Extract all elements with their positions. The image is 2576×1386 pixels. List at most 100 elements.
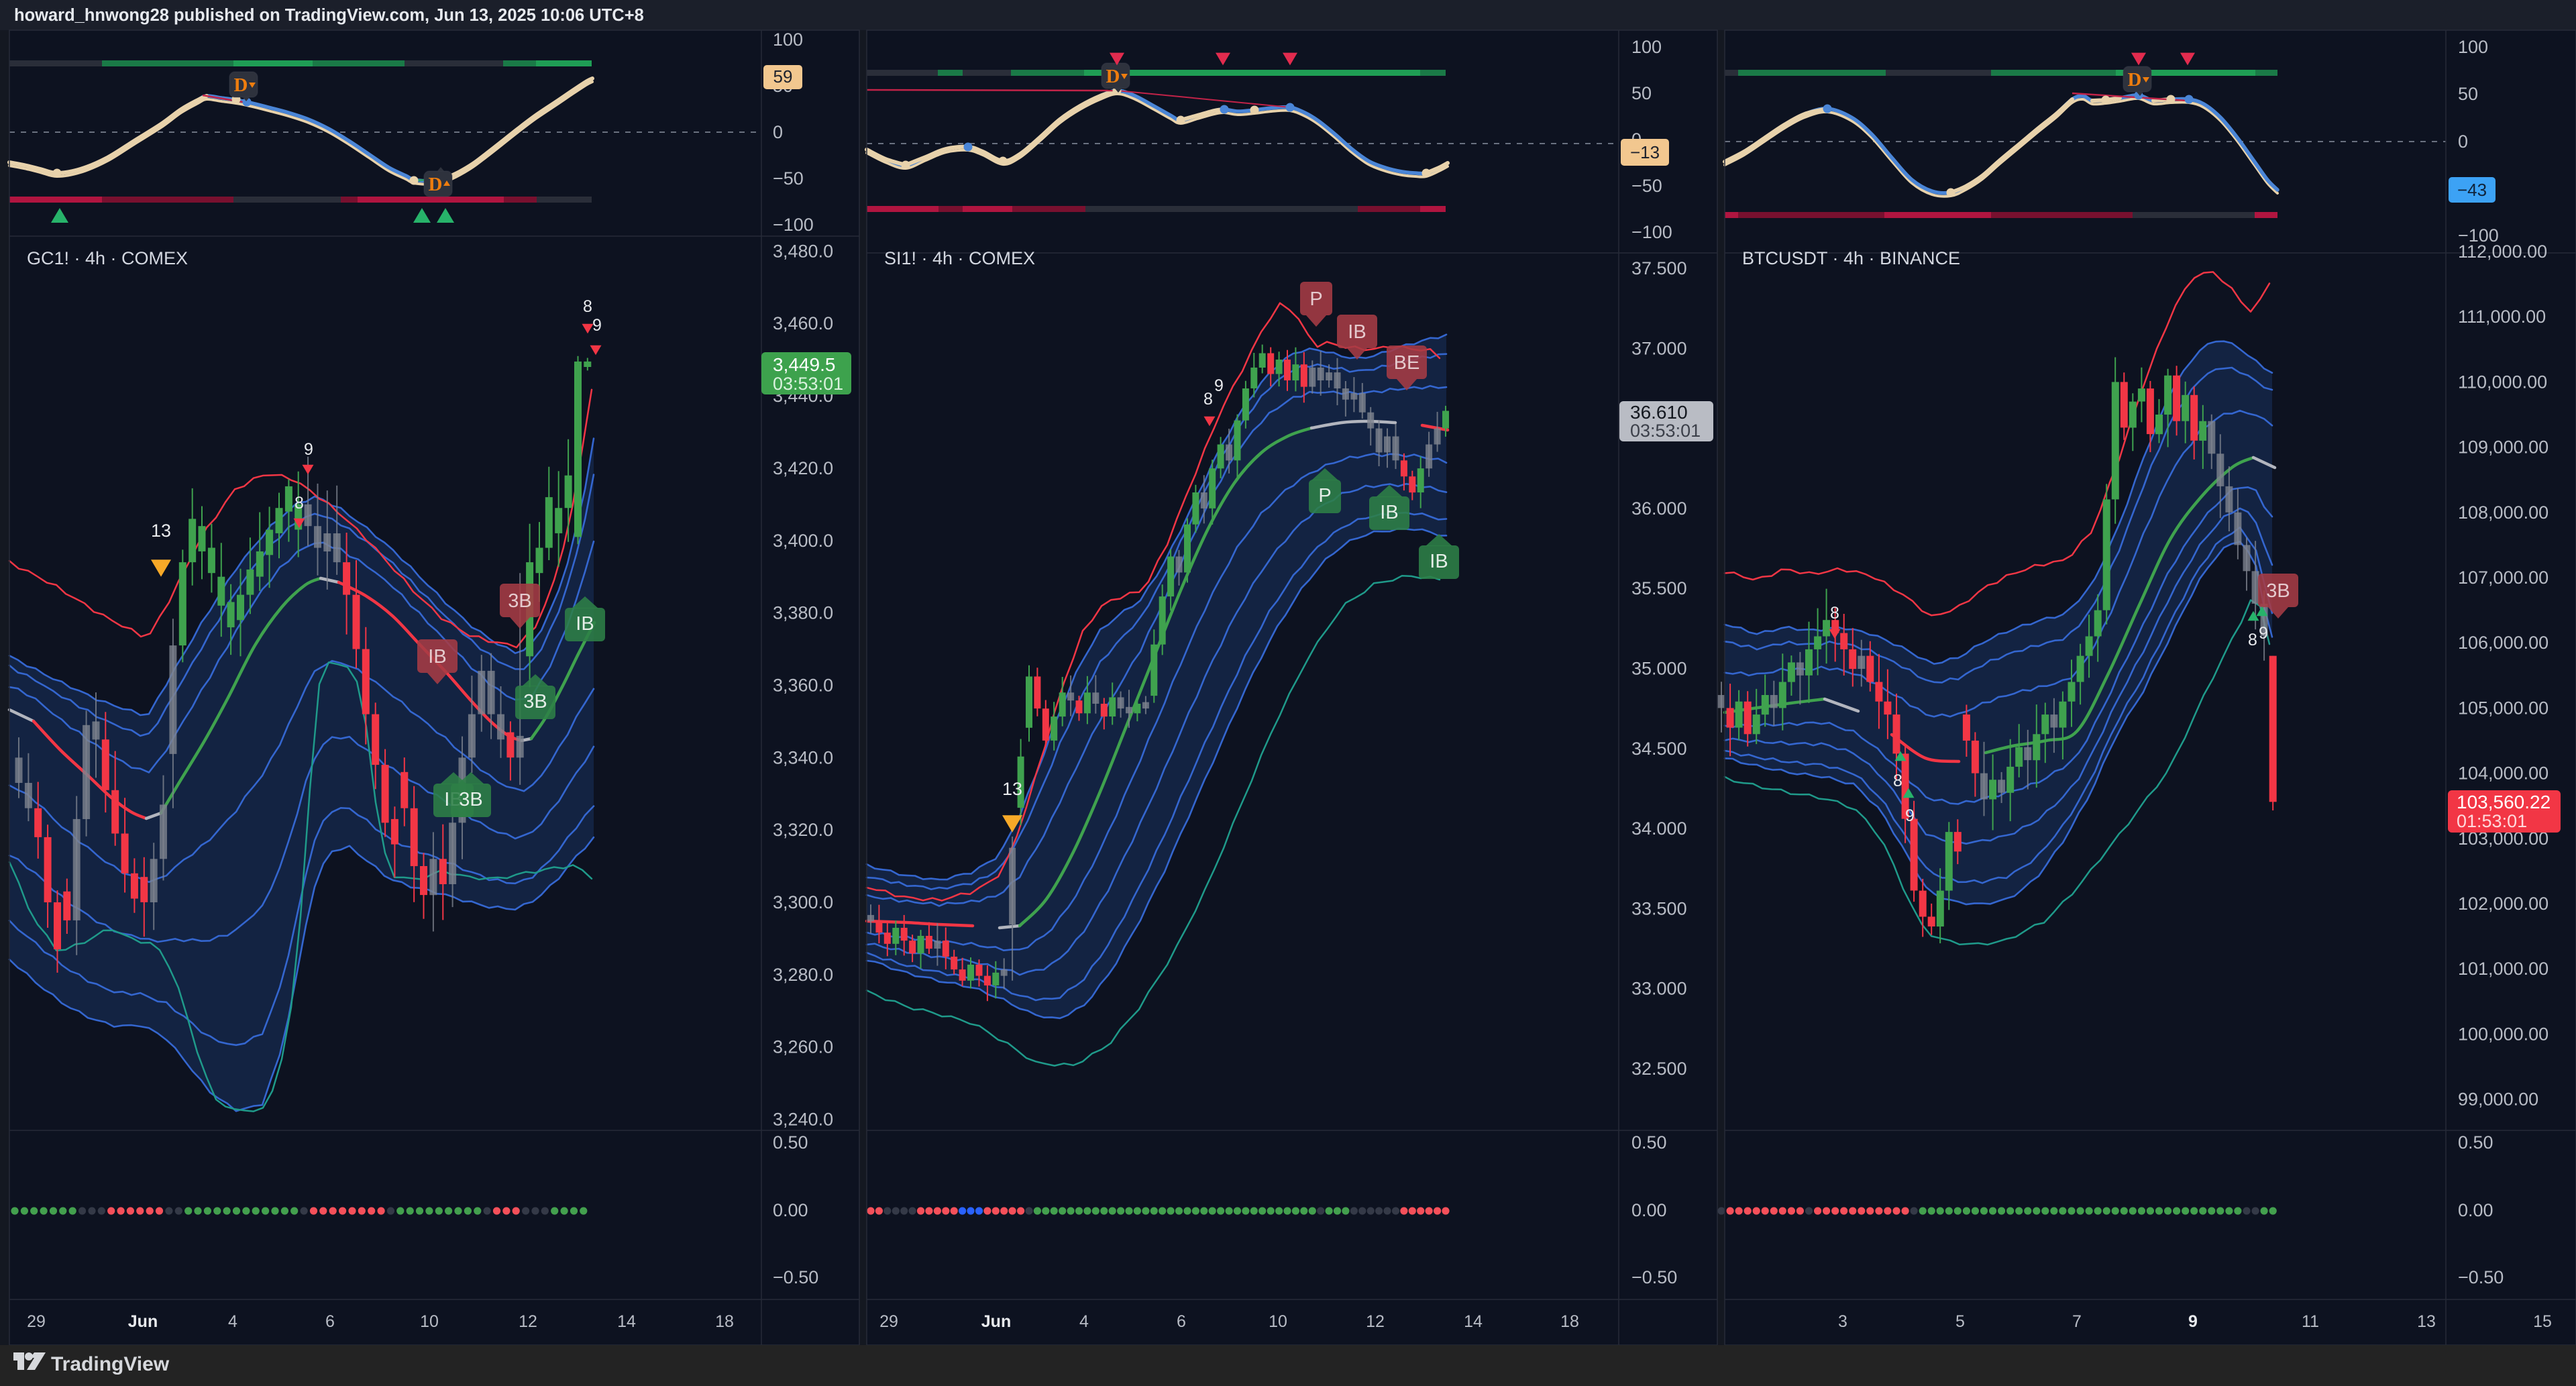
svg-text:8: 8 xyxy=(2248,631,2257,649)
svg-text:11: 11 xyxy=(2302,1312,2319,1331)
svg-text:3,380.0: 3,380.0 xyxy=(773,603,833,623)
svg-text:−100: −100 xyxy=(773,215,814,235)
svg-text:9: 9 xyxy=(1214,376,1224,395)
svg-text:35.500: 35.500 xyxy=(1631,578,1687,598)
svg-text:03:53:01: 03:53:01 xyxy=(1630,421,1701,441)
svg-text:IB: IB xyxy=(576,613,594,635)
svg-text:6: 6 xyxy=(325,1312,335,1331)
svg-text:33.000: 33.000 xyxy=(1631,979,1687,999)
svg-text:−0.50: −0.50 xyxy=(1631,1267,1677,1287)
svg-text:Jun: Jun xyxy=(128,1312,158,1331)
svg-text:18: 18 xyxy=(1560,1312,1579,1331)
svg-text:99,000.00: 99,000.00 xyxy=(2458,1089,2538,1110)
svg-text:32.500: 32.500 xyxy=(1631,1059,1687,1079)
svg-text:101,000.00: 101,000.00 xyxy=(2458,959,2548,979)
svg-text:0.50: 0.50 xyxy=(1631,1132,1667,1153)
svg-text:03:53:01: 03:53:01 xyxy=(773,374,843,394)
svg-text:9: 9 xyxy=(2259,624,2268,643)
svg-text:111,000.00: 111,000.00 xyxy=(2458,307,2546,327)
svg-text:0: 0 xyxy=(2458,131,2468,152)
svg-text:13: 13 xyxy=(2417,1312,2436,1331)
svg-text:9: 9 xyxy=(304,440,313,459)
svg-text:3,300.0: 3,300.0 xyxy=(773,892,833,912)
svg-text:100,000.00: 100,000.00 xyxy=(2458,1024,2548,1044)
svg-text:37.000: 37.000 xyxy=(1631,338,1687,358)
svg-text:3,460.0: 3,460.0 xyxy=(773,313,833,333)
svg-text:107,000.00: 107,000.00 xyxy=(2458,568,2548,588)
svg-text:10: 10 xyxy=(420,1312,439,1331)
svg-text:−50: −50 xyxy=(1631,176,1662,196)
svg-text:50: 50 xyxy=(1631,83,1652,103)
svg-text:−13: −13 xyxy=(1630,142,1660,162)
svg-text:10: 10 xyxy=(1269,1312,1287,1331)
svg-text:−100: −100 xyxy=(1631,222,1672,242)
svg-text:3,449.5: 3,449.5 xyxy=(773,354,835,375)
svg-text:−50: −50 xyxy=(773,168,804,189)
svg-text:102,000.00: 102,000.00 xyxy=(2458,894,2548,914)
svg-text:110,000.00: 110,000.00 xyxy=(2458,372,2547,392)
svg-text:50: 50 xyxy=(2458,84,2478,104)
svg-text:3B: 3B xyxy=(459,789,482,810)
svg-text:3,480.0: 3,480.0 xyxy=(773,241,833,261)
svg-text:3,340.0: 3,340.0 xyxy=(773,747,833,767)
svg-text:3,240.0: 3,240.0 xyxy=(773,1109,833,1129)
svg-text:howard_hnwong28 published on T: howard_hnwong28 published on TradingView… xyxy=(14,6,644,25)
svg-text:3: 3 xyxy=(1838,1312,1847,1331)
svg-text:D: D xyxy=(429,174,443,195)
svg-text:3,260.0: 3,260.0 xyxy=(773,1037,833,1057)
svg-text:34.500: 34.500 xyxy=(1631,739,1687,759)
svg-text:4: 4 xyxy=(1079,1312,1089,1331)
svg-text:TradingView: TradingView xyxy=(51,1353,170,1375)
svg-text:−100: −100 xyxy=(2458,225,2499,246)
svg-text:29: 29 xyxy=(879,1312,898,1331)
svg-text:100: 100 xyxy=(1631,37,1662,57)
svg-text:Jun: Jun xyxy=(981,1312,1011,1331)
svg-text:−43: −43 xyxy=(2457,180,2487,200)
svg-text:3B: 3B xyxy=(523,691,547,712)
svg-text:3,420.0: 3,420.0 xyxy=(773,458,833,478)
svg-text:D: D xyxy=(1106,66,1120,87)
svg-text:13: 13 xyxy=(151,521,171,541)
svg-text:3,360.0: 3,360.0 xyxy=(773,675,833,695)
svg-text:12: 12 xyxy=(1366,1312,1385,1331)
svg-text:8: 8 xyxy=(1830,604,1839,623)
svg-text:6: 6 xyxy=(1177,1312,1186,1331)
svg-text:IB: IB xyxy=(1430,551,1448,572)
svg-text:112,000.00: 112,000.00 xyxy=(2458,242,2547,262)
svg-text:BE: BE xyxy=(1394,352,1420,374)
svg-text:18: 18 xyxy=(715,1312,734,1331)
svg-text:SI1! · 4h · COMEX: SI1! · 4h · COMEX xyxy=(884,248,1035,268)
svg-text:33.500: 33.500 xyxy=(1631,898,1687,918)
svg-text:108,000.00: 108,000.00 xyxy=(2458,502,2548,523)
svg-text:0.00: 0.00 xyxy=(1631,1200,1667,1220)
svg-text:−0.50: −0.50 xyxy=(2458,1267,2504,1287)
svg-text:104,000.00: 104,000.00 xyxy=(2458,763,2548,784)
svg-text:14: 14 xyxy=(1464,1312,1483,1331)
svg-text:105,000.00: 105,000.00 xyxy=(2458,698,2548,718)
svg-text:103,560.22: 103,560.22 xyxy=(2457,792,2551,812)
svg-text:14: 14 xyxy=(617,1312,636,1331)
svg-text:29: 29 xyxy=(27,1312,46,1331)
svg-text:35.000: 35.000 xyxy=(1631,659,1687,679)
svg-text:0.00: 0.00 xyxy=(2458,1200,2493,1220)
svg-text:15: 15 xyxy=(2533,1312,2552,1331)
svg-text:37.500: 37.500 xyxy=(1631,258,1687,278)
svg-text:9: 9 xyxy=(1905,806,1915,825)
svg-text:D: D xyxy=(234,74,248,96)
svg-text:01:53:01: 01:53:01 xyxy=(2457,811,2527,831)
svg-text:IB: IB xyxy=(1380,502,1398,523)
svg-text:P: P xyxy=(1318,485,1331,507)
svg-text:8: 8 xyxy=(1203,390,1213,409)
svg-text:9: 9 xyxy=(592,316,602,335)
svg-text:GC1! · 4h · COMEX: GC1! · 4h · COMEX xyxy=(27,248,188,268)
svg-text:100: 100 xyxy=(2458,37,2488,57)
svg-text:0: 0 xyxy=(773,122,783,142)
svg-text:13: 13 xyxy=(1002,779,1022,799)
svg-text:D: D xyxy=(2128,69,2142,91)
svg-text:8: 8 xyxy=(1893,771,1902,790)
svg-text:5: 5 xyxy=(1955,1312,1965,1331)
svg-text:0.50: 0.50 xyxy=(773,1132,808,1153)
svg-text:8: 8 xyxy=(294,494,304,513)
svg-text:0.50: 0.50 xyxy=(2458,1132,2493,1153)
svg-text:34.000: 34.000 xyxy=(1631,818,1687,839)
